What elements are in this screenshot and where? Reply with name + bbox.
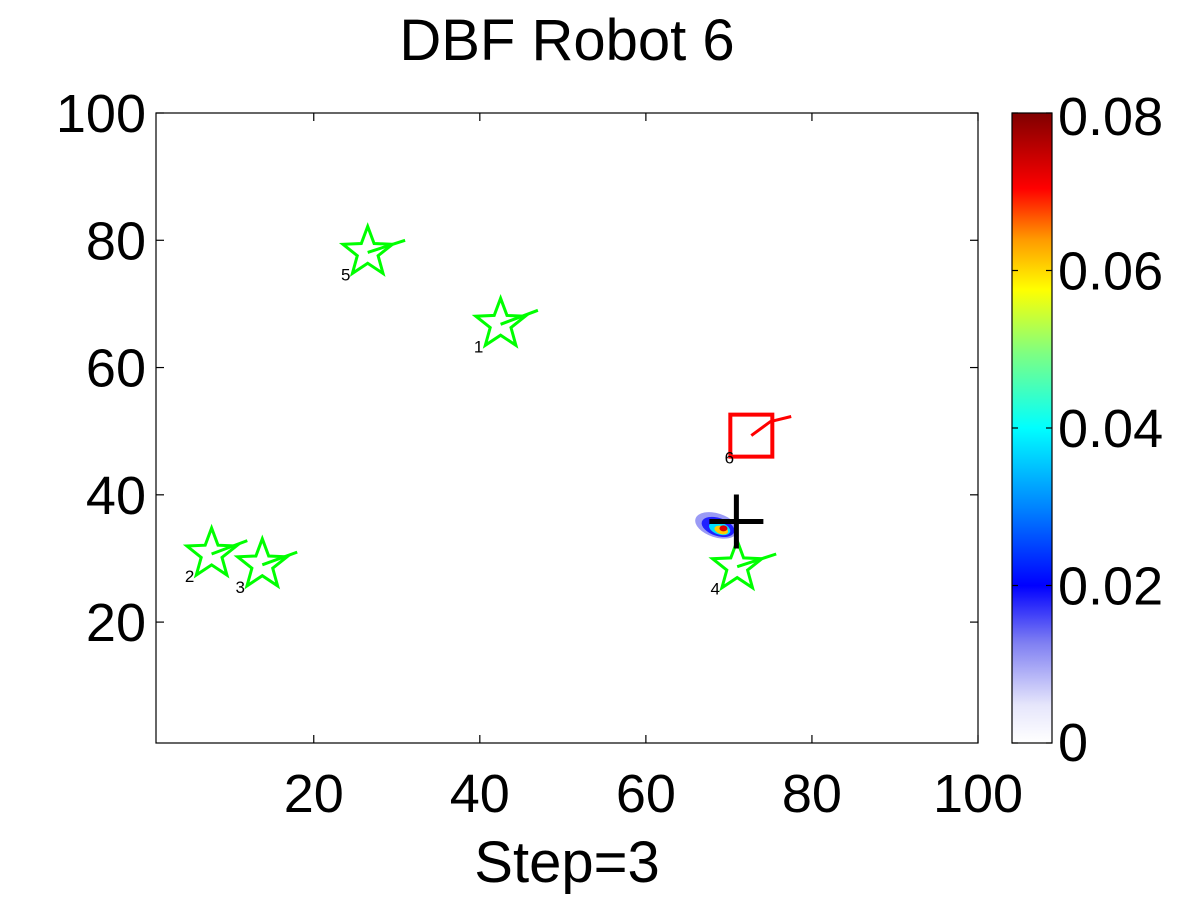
robot-id-label: 4: [710, 580, 719, 599]
density-peak: [719, 525, 728, 532]
x-axis-label: Step=3: [474, 830, 659, 895]
robot-star-marker: [338, 222, 397, 277]
colorbar-tick-label: 0.04: [1058, 399, 1163, 459]
colorbar-tick-label: 0.08: [1058, 87, 1163, 147]
colorbar-tick-label: 0.02: [1058, 557, 1163, 617]
x-tick-label: 80: [782, 764, 842, 824]
robot-6: 6: [725, 412, 792, 468]
colorbar-tick-label: 0: [1058, 713, 1088, 773]
y-tick-label: 40: [86, 466, 146, 526]
x-tick-label: 40: [450, 764, 510, 824]
robot-5: 5: [338, 222, 406, 284]
robot-id-label: 3: [236, 578, 245, 597]
position-estimate: [709, 494, 764, 549]
robot-markers: 1 2 3 4 5 6: [182, 222, 792, 599]
y-tick-label: 20: [86, 593, 146, 653]
robot-star-marker: [708, 536, 766, 592]
robot-trail: [261, 550, 298, 567]
y-axis: 20 40 60 80 100: [56, 84, 978, 653]
robot-3: 3: [233, 534, 298, 597]
plot-area: [155, 112, 979, 744]
robot-star-marker: [182, 523, 241, 579]
robot-star-marker: [471, 294, 530, 349]
chart-title: DBF Robot 6: [399, 8, 734, 73]
robot-id-label: 1: [474, 337, 483, 356]
robot-id-label: 6: [725, 449, 734, 468]
colorbar: [1011, 112, 1053, 744]
robot-square-marker: [728, 412, 775, 459]
robot-1: 1: [471, 294, 539, 356]
robot-id-label: 5: [341, 265, 350, 284]
y-tick-label: 100: [56, 84, 146, 144]
robot-2: 2: [182, 523, 248, 586]
colorbar-ticks: 0 0.02 0.04 0.06 0.08: [1012, 87, 1163, 773]
x-tick-label: 60: [616, 764, 676, 824]
colorbar-tick-label: 0.06: [1058, 242, 1163, 302]
robot-star-marker: [233, 534, 292, 590]
y-tick-label: 60: [86, 339, 146, 399]
robot-id-label: 2: [185, 567, 194, 586]
robot-4: 4: [708, 536, 777, 599]
x-axis: 20 40 60 80 100: [284, 113, 1023, 824]
robot-trail: [367, 238, 406, 254]
x-tick-label: 100: [933, 764, 1023, 824]
y-tick-label: 80: [86, 211, 146, 271]
robot-trail: [736, 552, 777, 569]
x-tick-label: 20: [284, 764, 344, 824]
robot-trail: [211, 539, 248, 556]
